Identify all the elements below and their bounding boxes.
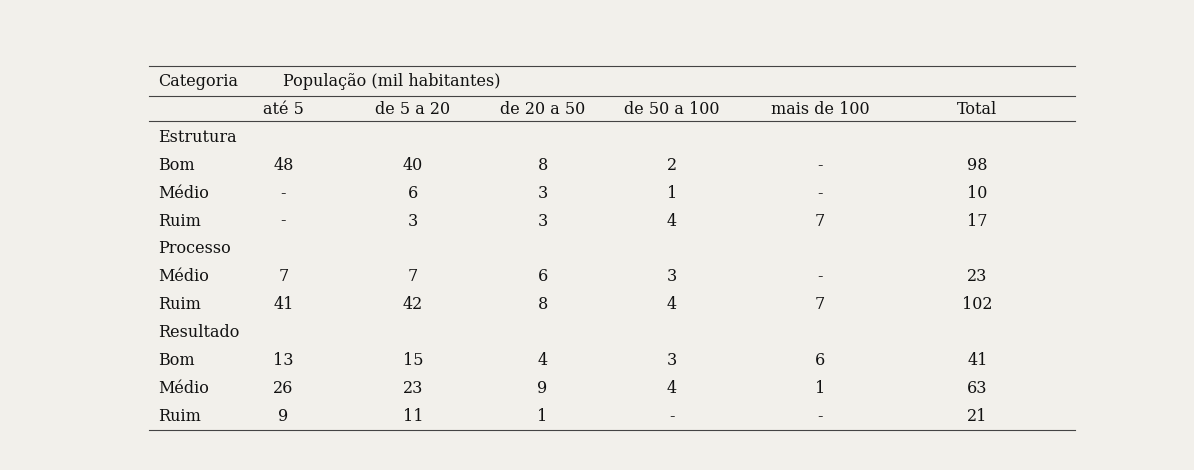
- Text: 41: 41: [967, 352, 987, 369]
- Text: de 5 a 20: de 5 a 20: [375, 101, 450, 118]
- Text: População (mil habitantes): População (mil habitantes): [283, 73, 501, 90]
- Text: 4: 4: [667, 296, 677, 313]
- Text: 4: 4: [667, 212, 677, 229]
- Text: 23: 23: [967, 268, 987, 285]
- Text: 26: 26: [273, 380, 294, 397]
- Text: 3: 3: [537, 212, 548, 229]
- Text: 13: 13: [273, 352, 294, 369]
- Text: mais de 100: mais de 100: [771, 101, 869, 118]
- Text: 98: 98: [967, 157, 987, 174]
- Text: Total: Total: [958, 101, 997, 118]
- Text: 15: 15: [402, 352, 423, 369]
- Text: 48: 48: [273, 157, 294, 174]
- Text: 63: 63: [967, 380, 987, 397]
- Text: 7: 7: [278, 268, 289, 285]
- Text: 17: 17: [967, 212, 987, 229]
- Text: Processo: Processo: [159, 241, 232, 258]
- Text: -: -: [818, 268, 823, 285]
- Text: de 20 a 50: de 20 a 50: [500, 101, 585, 118]
- Text: 9: 9: [537, 380, 548, 397]
- Text: Médio: Médio: [159, 185, 209, 202]
- Text: Estrutura: Estrutura: [159, 129, 238, 146]
- Text: até 5: até 5: [263, 101, 303, 118]
- Text: Médio: Médio: [159, 268, 209, 285]
- Text: Médio: Médio: [159, 380, 209, 397]
- Text: Ruim: Ruim: [159, 212, 202, 229]
- Text: 42: 42: [402, 296, 423, 313]
- Text: 6: 6: [537, 268, 548, 285]
- Text: 7: 7: [816, 212, 825, 229]
- Text: Ruim: Ruim: [159, 296, 202, 313]
- Text: Ruim: Ruim: [159, 407, 202, 424]
- Text: 3: 3: [537, 185, 548, 202]
- Text: Bom: Bom: [159, 352, 195, 369]
- Text: 8: 8: [537, 157, 548, 174]
- Text: de 50 a 100: de 50 a 100: [624, 101, 720, 118]
- Text: -: -: [281, 212, 287, 229]
- Text: 4: 4: [667, 380, 677, 397]
- Text: Resultado: Resultado: [159, 324, 240, 341]
- Text: 2: 2: [667, 157, 677, 174]
- Text: 6: 6: [816, 352, 825, 369]
- Text: 3: 3: [408, 212, 418, 229]
- Text: -: -: [670, 407, 675, 424]
- Text: 4: 4: [537, 352, 548, 369]
- Text: 1: 1: [816, 380, 825, 397]
- Text: 10: 10: [967, 185, 987, 202]
- Text: Bom: Bom: [159, 157, 195, 174]
- Text: 7: 7: [408, 268, 418, 285]
- Text: 102: 102: [962, 296, 992, 313]
- Text: 21: 21: [967, 407, 987, 424]
- Text: 3: 3: [667, 268, 677, 285]
- Text: 6: 6: [408, 185, 418, 202]
- Text: 9: 9: [278, 407, 289, 424]
- Text: 8: 8: [537, 296, 548, 313]
- Text: 1: 1: [667, 185, 677, 202]
- Text: Categoria: Categoria: [159, 73, 239, 90]
- Text: 41: 41: [273, 296, 294, 313]
- Text: -: -: [818, 157, 823, 174]
- Text: 11: 11: [402, 407, 423, 424]
- Text: 40: 40: [402, 157, 423, 174]
- Text: -: -: [281, 185, 287, 202]
- Text: -: -: [818, 185, 823, 202]
- Text: 1: 1: [537, 407, 548, 424]
- Text: -: -: [818, 407, 823, 424]
- Text: 3: 3: [667, 352, 677, 369]
- Text: 23: 23: [402, 380, 423, 397]
- Text: 7: 7: [816, 296, 825, 313]
